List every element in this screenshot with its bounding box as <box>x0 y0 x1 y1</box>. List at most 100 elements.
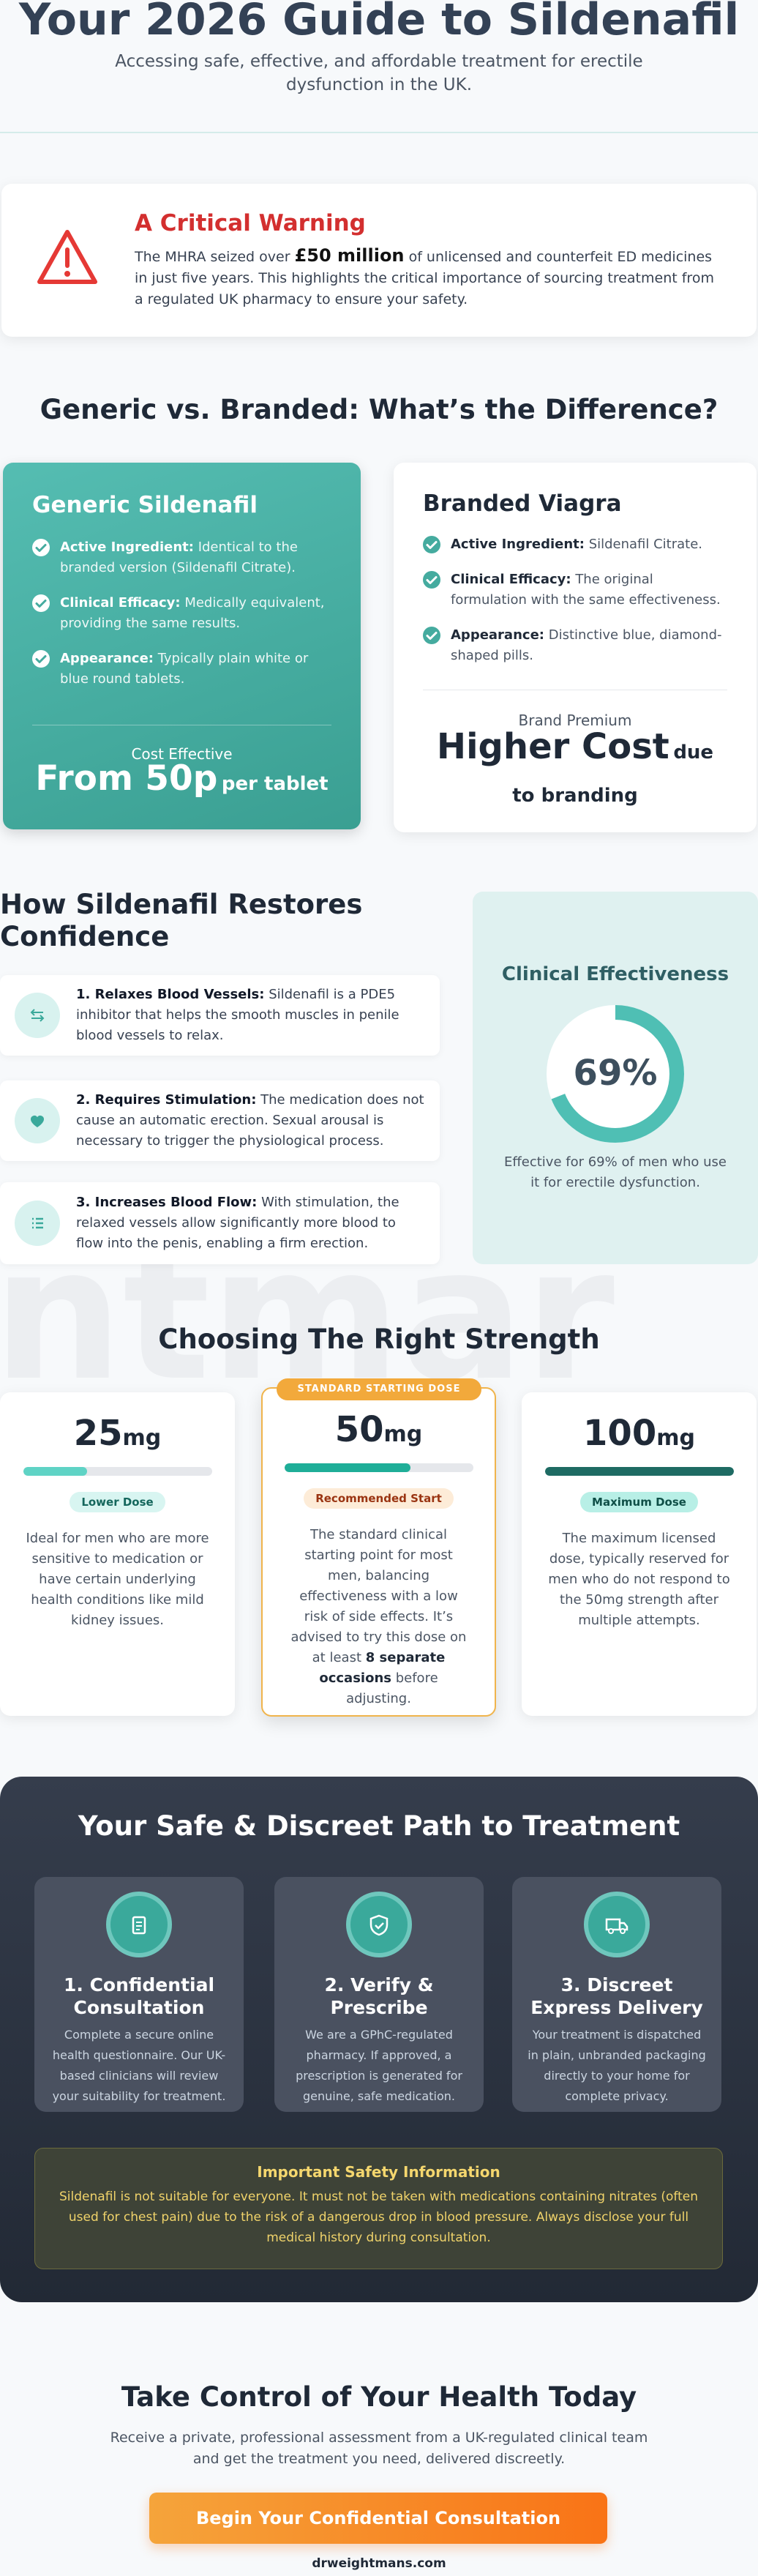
dose-text: The maximum licensed dose, typically res… <box>545 1528 733 1631</box>
step-icon <box>106 1892 172 1957</box>
text: The MHRA seized over <box>135 249 290 265</box>
item-label: Clinical Efficacy: <box>60 595 181 611</box>
card-title: Clinical Effectiveness <box>501 963 729 985</box>
badge: Recommended Start <box>304 1488 454 1509</box>
dose-value: 25 <box>73 1413 123 1454</box>
badge: Lower Dose <box>70 1492 165 1512</box>
dose-unit: mg <box>122 1425 162 1451</box>
text: before adjusting. <box>346 1670 438 1706</box>
item-label: Active Ingredient: <box>60 540 194 555</box>
generic-card: Generic Sildenafil Active Ingredient: Id… <box>3 463 361 829</box>
dose-value: 100 <box>583 1413 657 1454</box>
step-icon <box>15 1201 60 1246</box>
dose-track <box>544 1467 734 1476</box>
step-title: 2. Verify & Prescribe <box>324 1974 434 2018</box>
price: From 50p per tablet <box>3 758 361 799</box>
step-icon <box>15 1098 60 1143</box>
dose-fill <box>284 1463 411 1472</box>
dose: 50mg <box>263 1409 495 1450</box>
item-text: Medically equivalent, providing the same… <box>60 595 325 631</box>
warning-icon <box>37 230 97 284</box>
divider <box>0 132 758 133</box>
item-text: Identical to the branded version (Silden… <box>60 540 298 575</box>
page-title: Your 2026 Guide to Sildenafil <box>18 0 740 45</box>
step-text: Sildenafil is a PDE5 inhibitor that help… <box>76 987 399 1043</box>
path-step: 2. Verify & Prescribe We are a GPhC-regul… <box>274 1877 484 2112</box>
bold-text: 8 separate occasions <box>319 1650 446 1686</box>
card-title: Generic Sildenafil <box>32 492 258 518</box>
step-text: The medication does not cause an automat… <box>76 1092 424 1149</box>
price-label: Brand Premium <box>518 712 632 729</box>
step-title: 3. Discreet Express Delivery <box>530 1974 703 2018</box>
text: The maximum licensed dose, typically res… <box>548 1531 730 1628</box>
dose-track <box>284 1463 473 1472</box>
warning-card: A Critical Warning The MHRA seized over … <box>1 184 757 337</box>
step-label: 1. Relaxes Blood Vessels: <box>76 987 265 1002</box>
step-text: We are a GPhC-regulated pharmacy. If app… <box>296 2028 462 2103</box>
item-text: The original formulation with the same e… <box>451 572 721 608</box>
dose-value: 50 <box>334 1409 384 1450</box>
item-label: Appearance: <box>60 651 154 666</box>
check-icon <box>423 536 440 553</box>
price-label: Cost Effective <box>131 745 233 763</box>
dose-text: The standard clinical starting point for… <box>286 1525 471 1709</box>
dose-fill <box>544 1467 734 1476</box>
check-icon <box>32 650 50 668</box>
subtitle: Accessing safe, effective, and affordabl… <box>115 52 643 94</box>
ring-arc <box>547 1005 684 1143</box>
strength-card: 50mg Recommended Start The standard clini… <box>261 1387 496 1717</box>
price-suffix: due to branding <box>512 742 714 807</box>
safety-title: Important Safety Information <box>257 2163 500 2181</box>
item-text: Distinctive blue, diamond-shaped pills. <box>451 627 722 663</box>
cta-button[interactable]: Begin Your Confidential Consultation <box>149 2493 607 2544</box>
check-icon <box>423 571 440 589</box>
item-label: Active Ingredient: <box>451 537 585 552</box>
badge: Maximum Dose <box>580 1492 698 1512</box>
price-suffix: per tablet <box>221 773 329 795</box>
list-item: Clinical Efficacy: The original formulat… <box>423 570 727 611</box>
step-card: 3. Increases Blood Flow: With stimulatio… <box>0 1182 440 1264</box>
check-icon <box>32 539 50 556</box>
path-step: 1. Confidential Consultation Complete a s… <box>34 1877 244 2112</box>
list-item: Appearance: Distinctive blue, diamond-sh… <box>423 625 727 666</box>
list-item: Active Ingredient: Identical to the bran… <box>32 537 331 578</box>
strength-card: 25mg Lower Dose Ideal for men who are mor… <box>0 1392 235 1716</box>
check-icon <box>32 594 50 612</box>
path-step: 3. Discreet Express Delivery Your treatme… <box>512 1877 721 2112</box>
text: of unlicensed and counterfeit ED medicin… <box>135 249 714 307</box>
text: The standard clinical starting point for… <box>290 1527 467 1665</box>
step-label: 3. Increases Blood Flow: <box>76 1195 258 1210</box>
section-heading: Your Safe & Discreet Path to Treatment <box>78 1810 680 1842</box>
section-heading: Choosing The Right Strength <box>158 1324 600 1355</box>
step-icon <box>584 1892 650 1957</box>
card-title: Branded Viagra <box>423 490 622 517</box>
ring-label: 69% <box>574 1053 658 1094</box>
dose-track <box>23 1467 212 1476</box>
cta-text: Receive a private, professional assessme… <box>110 2430 648 2467</box>
dose-unit: mg <box>656 1425 695 1451</box>
warning-title: A Critical Warning <box>135 210 366 236</box>
strength-card: 100mg Maximum Dose The maximum licensed d… <box>522 1392 757 1716</box>
price-value: Higher Cost <box>436 726 669 767</box>
text: Ideal for men who are more sensitive to … <box>26 1531 209 1628</box>
safety-box: Important Safety Information Sildenafil … <box>34 2148 723 2269</box>
step-text: Complete a secure online health question… <box>52 2028 226 2103</box>
dose: 100mg <box>522 1413 757 1454</box>
cta-heading: Take Control of Your Health Today <box>121 2381 637 2413</box>
check-icon <box>423 627 440 644</box>
step-card: 2. Requires Stimulation: The medication … <box>0 1080 440 1161</box>
list-item: Clinical Efficacy: Medically equivalent,… <box>32 593 331 634</box>
step-text: Your treatment is dispatched in plain, u… <box>528 2028 706 2103</box>
step-text: With stimulation, the relaxed vessels al… <box>76 1195 399 1251</box>
warning-text: The MHRA seized over £50 million of unli… <box>135 245 720 310</box>
highlight: £50 million <box>294 245 405 266</box>
item-label: Appearance: <box>451 627 544 643</box>
branded-card: Branded Viagra Active Ingredient: Silden… <box>394 463 757 832</box>
step-card: 1. Relaxes Blood Vessels: Sildenafil is … <box>0 975 440 1056</box>
step-icon <box>15 993 60 1038</box>
footer: drweightmans.com <box>312 2556 446 2571</box>
dose: 25mg <box>0 1413 235 1454</box>
price-value: From 50p <box>35 758 218 799</box>
price: Higher Cost due to branding <box>430 726 720 818</box>
